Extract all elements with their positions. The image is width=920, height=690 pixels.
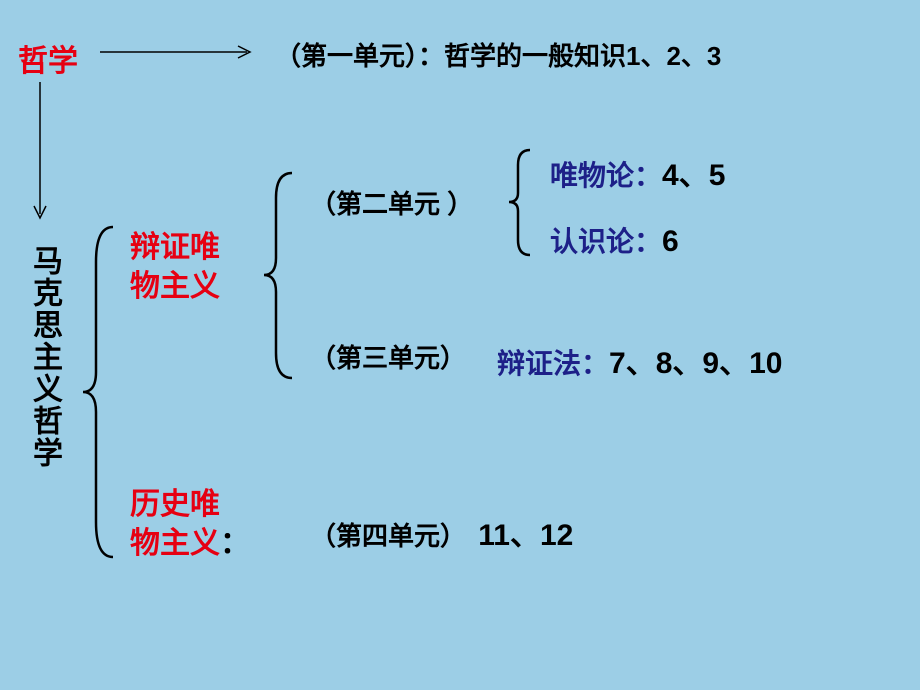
dialectical-materialism: 辩证唯 物主义 [130,228,220,306]
unit1-text: （第一单元）：哲学的一般知识1、2、3 [275,36,721,73]
unit4-nums: 11、12 [478,519,573,552]
marxism-label: 马克思主义哲学 [22,245,66,469]
root-label: 哲学 [18,45,78,78]
historical-colon: ： [220,527,250,560]
epistemology-nums: 6 [662,225,679,258]
dialectic-method-nums: 7、8、9、10 [609,347,782,380]
epistemology-row: 认识论：6 [550,220,679,260]
unit3-text: （第三单元） [310,338,466,375]
materialism-label: 唯物论： [550,160,662,191]
root-node: 哲学 [18,36,78,80]
arrow-right [100,44,265,64]
unit4-text: （第四单元） [310,521,466,551]
epistemology-label: 认识论： [550,226,662,257]
brace-unit2 [505,145,540,260]
historical-materialism: 历史唯 物主义： [130,485,250,563]
materialism-row: 唯物论：4、5 [550,150,725,194]
unit4-row: （第四单元） 11、12 [310,510,573,554]
dialectic-method-row: 辩证法：7、8、9、10 [497,338,782,382]
brace-dialectical [260,168,305,383]
dialectic-method-label: 辩证法： [497,348,609,379]
arrow-down [30,82,50,232]
materialism-nums: 4、5 [662,159,725,192]
brace-main [78,222,128,562]
unit2-text: （第二单元 ） [310,184,473,221]
